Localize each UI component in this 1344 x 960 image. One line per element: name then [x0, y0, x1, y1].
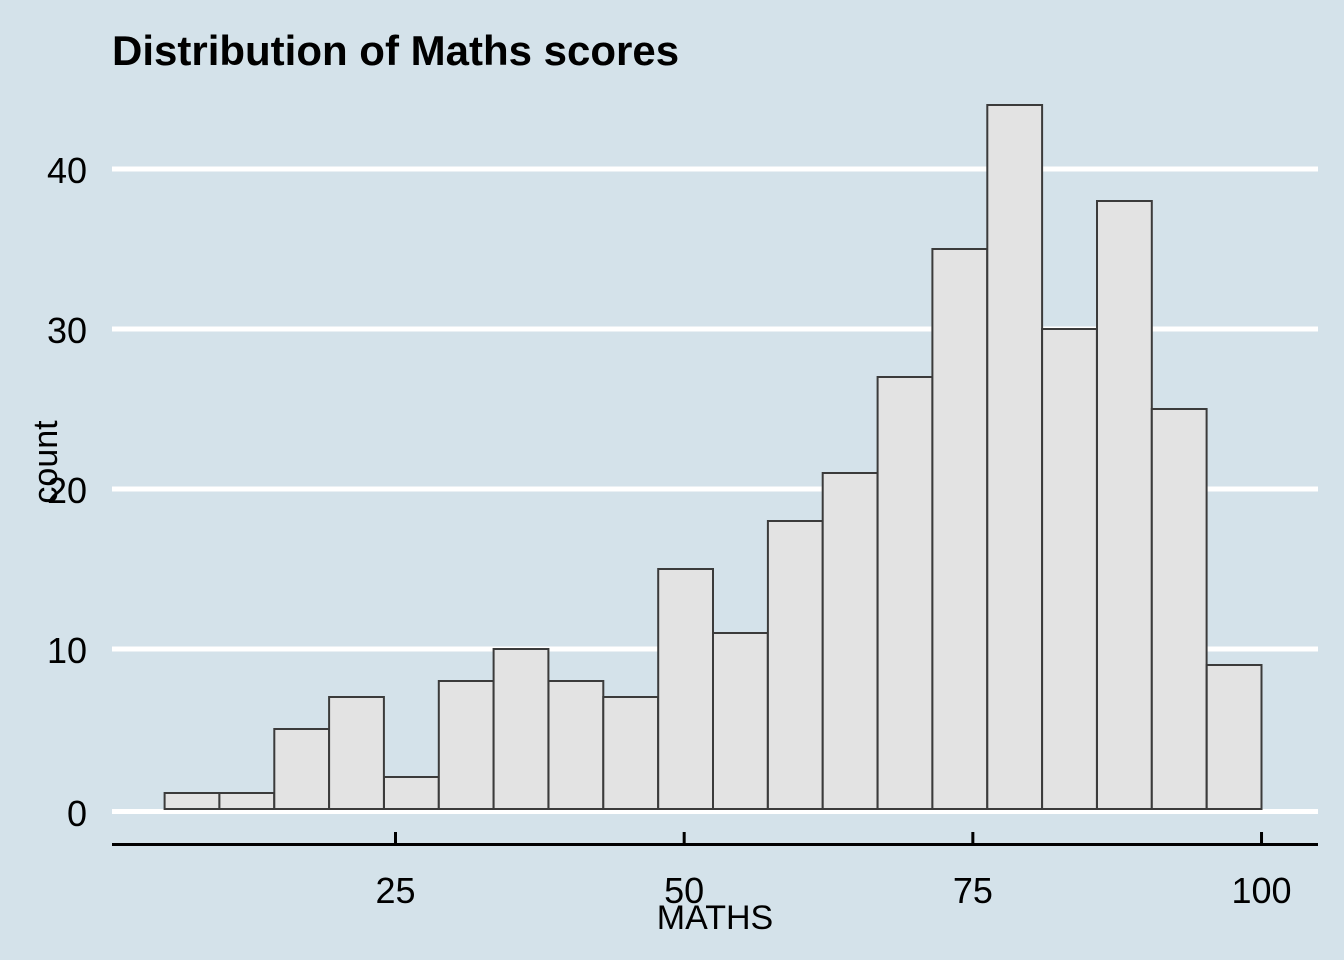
x-axis-line [112, 843, 1318, 846]
x-tick-label: 100 [1231, 870, 1292, 911]
histogram-bar [1205, 664, 1263, 810]
histogram-bar [273, 728, 331, 810]
histogram-bar [931, 248, 989, 810]
x-tick-label: 25 [375, 870, 416, 911]
histogram-bar [876, 376, 934, 810]
histogram-bar [821, 472, 879, 810]
x-tick-label: 50 [664, 870, 705, 911]
histogram-bar [328, 696, 385, 810]
histogram-bar [1150, 408, 1208, 810]
x-tick-label: 75 [952, 870, 993, 911]
histogram-bar [602, 696, 660, 810]
histogram-bar [383, 776, 440, 810]
histogram-bar [986, 104, 1044, 810]
histogram-bar [766, 520, 824, 810]
y-tick-label: 0 [66, 792, 87, 834]
histogram-bar [547, 680, 605, 810]
y-tick-label: 30 [46, 310, 87, 351]
histogram-bar [712, 632, 769, 810]
chart-title: Distribution of Maths scores [112, 27, 680, 74]
y-tick-label: 40 [46, 150, 87, 191]
x-axis-title: MATHS [656, 899, 774, 937]
histogram-bar [657, 568, 715, 810]
y-tick-label: 10 [46, 630, 87, 671]
histogram-bar [437, 680, 495, 810]
histogram-bar [218, 792, 276, 810]
y-tick-label: 20 [46, 470, 87, 511]
histogram-bar [163, 792, 221, 810]
histogram-bar [492, 648, 550, 810]
histogram-bar [1096, 200, 1153, 810]
histogram-bar [1041, 328, 1098, 810]
